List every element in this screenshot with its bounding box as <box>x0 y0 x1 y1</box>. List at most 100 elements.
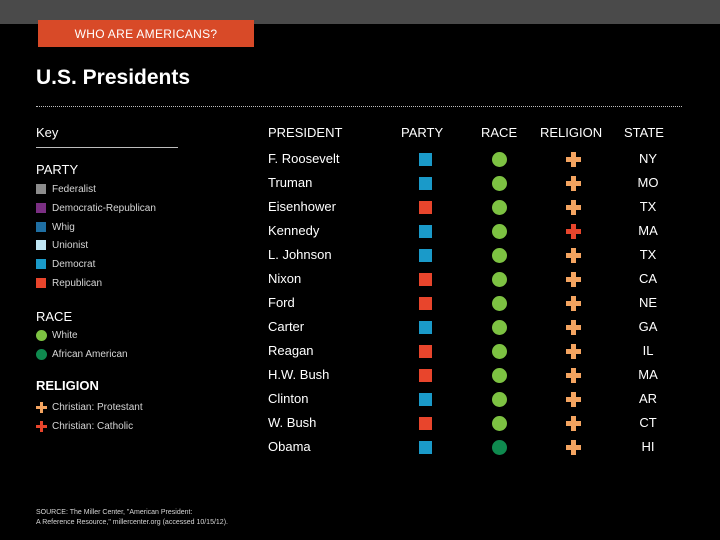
president-name: L. Johnson <box>268 247 332 262</box>
party-marker <box>419 345 432 358</box>
religion-key-item: Christian: Catholic <box>36 419 133 433</box>
president-name: Carter <box>268 319 305 334</box>
religion-cross-icon <box>566 224 581 239</box>
table-row: Obama HI <box>0 436 720 460</box>
religion-cross-icon <box>566 416 581 431</box>
state-code: HI <box>641 439 655 454</box>
religion-cross-icon <box>566 368 581 383</box>
race-marker <box>492 224 507 239</box>
table-row: Ford NE <box>0 292 720 316</box>
religion-cross-icon <box>566 440 581 455</box>
religion-cross-icon <box>566 392 581 407</box>
race-marker <box>492 248 507 263</box>
religion-cross-icon <box>566 200 581 215</box>
source-line: A Reference Resource," millercenter.org … <box>36 519 228 526</box>
page-title: U.S. Presidents <box>36 66 191 89</box>
party-marker <box>419 297 432 310</box>
religion-key-item: Christian: Protestant <box>36 400 143 414</box>
religion-cross-icon <box>566 152 581 167</box>
president-name: W. Bush <box>268 415 317 430</box>
table-row: Clinton AR <box>0 388 720 412</box>
state-code: MA <box>638 367 658 382</box>
religion-cross-icon <box>566 176 581 191</box>
race-marker <box>492 416 507 431</box>
race-key-item: African American <box>36 347 128 361</box>
table-row: W. Bush CT <box>0 412 720 436</box>
president-name: Kennedy <box>268 223 320 238</box>
democratic-republican-swatch <box>36 203 46 213</box>
state-code: NE <box>638 295 658 310</box>
party-key-item: Democratic-Republican <box>36 201 156 215</box>
president-name: F. Roosevelt <box>268 151 340 166</box>
religion-cross-icon <box>566 296 581 311</box>
party-key-label: Democrat <box>52 258 96 270</box>
state-code: IL <box>642 343 654 358</box>
president-name: Eisenhower <box>268 199 336 214</box>
protestant-cross-icon <box>36 401 47 413</box>
race-key-label: African American <box>52 348 128 360</box>
president-name: Clinton <box>268 391 309 406</box>
religion-cross-icon <box>566 320 581 335</box>
party-key-item: Federalist <box>36 182 96 196</box>
party-marker <box>419 177 432 190</box>
race-column-header: RACE <box>481 125 518 140</box>
president-name: Reagan <box>268 343 314 358</box>
party-key-label: Republican <box>52 277 103 289</box>
party-marker <box>419 225 432 238</box>
religion-column-header: RELIGION <box>540 125 603 140</box>
table-row: Reagan IL <box>0 340 720 364</box>
democrat-swatch <box>36 259 46 269</box>
race-marker <box>492 320 507 335</box>
race-key-heading: RACE <box>36 309 73 324</box>
race-marker <box>492 272 507 287</box>
race-marker <box>492 344 507 359</box>
title-divider <box>36 106 682 107</box>
party-key-label: Democratic-Republican <box>52 202 156 214</box>
party-marker <box>419 369 432 382</box>
table-row: H.W. Bush MA <box>0 364 720 388</box>
state-code: GA <box>638 319 658 334</box>
party-marker <box>419 153 432 166</box>
state-code: AR <box>638 391 658 406</box>
state-code: NY <box>638 151 658 166</box>
state-code: MO <box>637 175 659 190</box>
table-row: Carter GA <box>0 316 720 340</box>
party-key-label: Federalist <box>52 183 96 195</box>
party-key-item: Republican <box>36 276 102 290</box>
unionist-swatch <box>36 240 46 250</box>
table-row: F. Roosevelt NY <box>0 148 720 172</box>
section-tab: WHO ARE AMERICANS? <box>38 20 254 47</box>
state-code: CT <box>639 415 657 430</box>
religion-cross-icon <box>566 344 581 359</box>
state-code: CA <box>638 271 658 286</box>
race-marker <box>492 296 507 311</box>
table-row: L. Johnson TX <box>0 244 720 268</box>
race-marker <box>492 368 507 383</box>
party-key-item: Whig <box>36 220 75 234</box>
party-marker <box>419 441 432 454</box>
catholic-cross-icon <box>36 420 47 432</box>
key-divider <box>36 147 178 148</box>
state-column-header: STATE <box>624 125 664 140</box>
president-name: Truman <box>268 175 313 190</box>
key-title: Key <box>36 125 59 140</box>
republican-swatch <box>36 278 46 288</box>
president-name: H.W. Bush <box>268 367 330 382</box>
party-key-heading: PARTY <box>36 162 79 177</box>
party-marker <box>419 321 432 334</box>
party-key-label: Whig <box>52 221 75 233</box>
state-code: TX <box>639 199 657 214</box>
president-name: Ford <box>268 295 295 310</box>
table-row: Eisenhower TX <box>0 196 720 220</box>
president-column-header: PRESIDENT <box>268 125 343 140</box>
party-marker <box>419 201 432 214</box>
race-marker <box>492 392 507 407</box>
table-row: Kennedy MA <box>0 220 720 244</box>
state-code: TX <box>639 247 657 262</box>
party-key-item: Democrat <box>36 257 95 271</box>
party-column-header: PARTY <box>401 125 444 140</box>
table-row: Truman MO <box>0 172 720 196</box>
african-american-swatch <box>36 348 47 360</box>
president-name: Nixon <box>268 271 302 286</box>
party-marker <box>419 273 432 286</box>
